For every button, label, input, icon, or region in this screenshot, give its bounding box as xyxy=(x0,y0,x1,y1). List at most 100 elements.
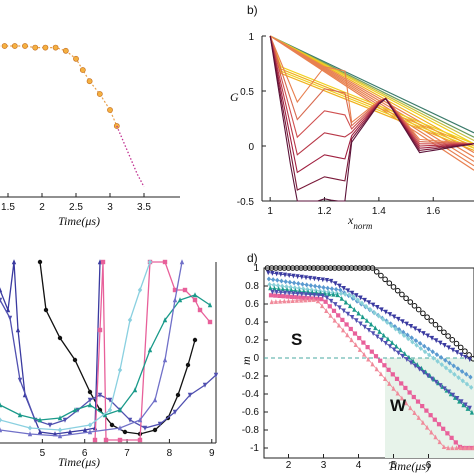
panel-d-point xyxy=(273,293,278,298)
panel-b-xlabel-sub: norm xyxy=(353,221,373,231)
panel-d-point xyxy=(391,385,396,391)
panel-d-point xyxy=(404,400,409,406)
panel-c-point xyxy=(152,397,158,403)
panel-d-point xyxy=(273,299,278,304)
panel-d-point xyxy=(351,294,356,300)
panel-c-x-tick-label: 7 xyxy=(124,448,130,459)
panel-d-point xyxy=(425,424,430,430)
panel-d-point xyxy=(457,344,464,351)
panel-d-point xyxy=(411,394,416,400)
panel-c-point xyxy=(172,287,178,293)
panel-d-point xyxy=(331,308,337,313)
panel-d-point xyxy=(324,295,330,301)
panel-d-point xyxy=(334,286,339,292)
panel-d-point xyxy=(309,287,314,293)
panel-d-point xyxy=(422,343,427,349)
panel-d-point xyxy=(455,396,460,401)
panel-d-point xyxy=(323,299,328,304)
panel-c-point xyxy=(147,347,153,353)
panel-d-point xyxy=(397,326,402,332)
panel-c-point xyxy=(117,437,123,443)
panel-c-point xyxy=(62,417,68,423)
panel-d-point xyxy=(337,283,342,289)
panel-c-x-tick-label: 8 xyxy=(167,448,173,459)
panel-d-point xyxy=(305,286,310,292)
panel-d-point xyxy=(403,295,409,302)
panel-d-point xyxy=(378,272,384,279)
panel-c-point xyxy=(103,437,109,443)
panel-c-point xyxy=(207,319,213,325)
panel-d-point xyxy=(387,312,393,317)
panel-d-point xyxy=(395,390,400,396)
panel-d-point xyxy=(387,381,392,386)
panel-d-point xyxy=(403,385,408,391)
panel-d-point xyxy=(350,295,355,301)
panel-d-point xyxy=(394,287,401,294)
panel-a-series xyxy=(0,43,145,188)
panel-a-point xyxy=(79,67,86,73)
panel-d-point xyxy=(335,292,340,298)
panel-d-point xyxy=(442,386,447,392)
panel-d-x-tick-label: 6 xyxy=(426,460,432,471)
panel-d-point xyxy=(464,371,469,377)
panel-d-point xyxy=(284,284,289,290)
panel-a-x-tick-label: 3.5 xyxy=(137,202,151,213)
panel-d-point xyxy=(424,408,429,413)
panel-a-x-tick-label: 2 xyxy=(39,202,45,213)
panel-c-point xyxy=(37,259,43,265)
panel-d-point xyxy=(439,362,444,368)
panel-d-point xyxy=(269,299,274,305)
panel-d-point xyxy=(409,335,414,341)
panel-d-point xyxy=(448,368,453,374)
panel-d-point xyxy=(417,328,422,334)
panel-c-point xyxy=(109,422,115,428)
panel-d-point xyxy=(366,300,372,306)
panel-d-point xyxy=(272,285,277,291)
panel-d-point xyxy=(266,276,271,282)
panel-d-y-tick-label: 1 xyxy=(253,263,259,274)
panel-d-point xyxy=(429,429,434,435)
panel-d-frame xyxy=(263,267,474,459)
panel-d-point xyxy=(408,324,414,329)
panel-c-point xyxy=(197,307,203,313)
panel-d-point xyxy=(358,295,363,301)
panel-c-point xyxy=(107,397,113,403)
panel-d-point xyxy=(441,444,446,450)
panel-d-point xyxy=(366,328,372,333)
panel-d-point xyxy=(315,298,320,304)
panel-c-point xyxy=(100,259,106,265)
panel-d-point xyxy=(287,279,292,285)
panel-c-point xyxy=(37,417,43,423)
panel-d-point xyxy=(329,286,334,292)
panel-b-x-tick-label: 1.2 xyxy=(318,206,332,217)
panel-d-point xyxy=(392,314,397,320)
panel-d-point xyxy=(389,323,394,329)
panel-c-point xyxy=(122,429,128,435)
panel-c-point xyxy=(127,417,133,423)
panel-d-point xyxy=(277,293,282,299)
panel-c: 5 6 7 8 9 Time(μs) xyxy=(0,259,219,469)
panel-d-point xyxy=(330,290,335,296)
panel-d-point xyxy=(413,326,418,332)
panel-d-point xyxy=(328,313,333,318)
panel-d-point xyxy=(291,273,296,279)
panel-d-point xyxy=(333,281,338,287)
panel-d-point xyxy=(404,357,409,362)
panel-d-y-tick-label: 0 xyxy=(253,353,259,364)
panel-d-point xyxy=(401,333,407,338)
panel-d-point xyxy=(407,299,414,305)
panel-d-point xyxy=(429,376,435,382)
panel-d-point xyxy=(399,291,405,298)
panel-c-point xyxy=(67,429,73,435)
panel-d-point xyxy=(336,313,341,318)
panel-b-ylabel: G xyxy=(230,90,239,104)
panel-d-point xyxy=(386,367,391,372)
panel-d-point xyxy=(303,292,309,298)
panel-d-point xyxy=(343,299,348,305)
panel-c-point xyxy=(177,297,183,303)
panel-d-point xyxy=(429,335,435,341)
panel-a-xlabel: Time(μs) xyxy=(58,214,100,228)
panel-d-point xyxy=(300,281,305,287)
panel-d-point xyxy=(268,293,274,298)
